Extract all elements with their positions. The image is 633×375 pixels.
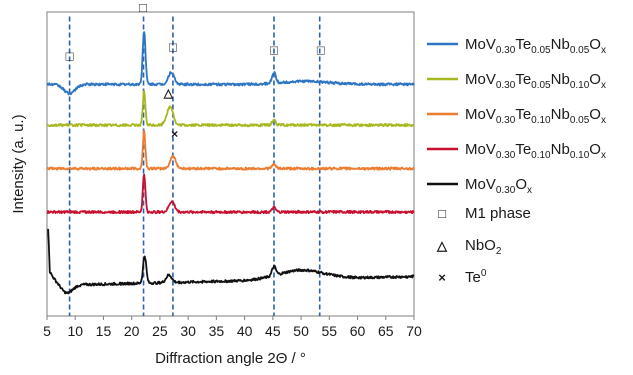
legend-entry-part: MoV	[465, 71, 496, 88]
phase-marker: □	[169, 40, 177, 55]
x-tick-label: 70	[406, 323, 422, 339]
legend-symbol-label-part: 0	[481, 268, 487, 279]
x-tick-label: 10	[67, 323, 83, 339]
plot-area	[46, 11, 415, 317]
legend-entry-part: Nb	[551, 36, 570, 53]
legend-symbol-label-part: NbO	[465, 237, 496, 254]
legend-symbol: △	[436, 238, 448, 253]
legend-entry-part: Nb	[551, 141, 570, 158]
legend-entry-part: 0.10	[570, 80, 590, 91]
x-axis: 5 10 15 20 25 30 35 40 45 50 55 60 65 70	[43, 316, 422, 339]
legend-entry: MoV0.30Ox	[465, 176, 532, 196]
legend-entry-part: x	[601, 80, 606, 91]
legend-entry-part: O	[589, 106, 601, 123]
legend-entry-part: 0.10	[531, 150, 551, 161]
legend-entry-part: 0.05	[531, 80, 551, 91]
legend-symbol-label-part: 2	[496, 246, 502, 257]
phase-marker: □	[66, 49, 74, 64]
legend-entry-part: MoV	[465, 176, 496, 193]
phase-marker: □	[139, 0, 147, 15]
legend-symbol-label: M1 phase	[465, 205, 531, 222]
legend-entry-part: 0.30	[496, 80, 516, 91]
x-tick-label: 60	[350, 323, 366, 339]
x-tick-label: 40	[237, 323, 253, 339]
legend-entry-part: x	[601, 45, 606, 56]
phase-markers: □ □ □ □ □ △ ×	[66, 0, 325, 141]
plot-frame	[46, 11, 415, 317]
series-line-2	[46, 89, 415, 128]
legend-entry-part: 0.05	[570, 45, 590, 56]
legend-entry-part: 0.30	[496, 115, 516, 126]
legend-entry-part: Nb	[551, 71, 570, 88]
legend: MoV0.30Te0.05Nb0.05OxMoV0.30Te0.05Nb0.10…	[427, 36, 606, 286]
x-tick-label: 30	[180, 323, 196, 339]
series-line-5	[47, 228, 415, 295]
legend-entry-part: 0.05	[570, 115, 590, 126]
legend-entry: MoV0.30Te0.05Nb0.10Ox	[465, 71, 606, 91]
legend-entry-part: Te	[515, 106, 531, 123]
series-line-3	[46, 129, 415, 171]
legend-symbol-label-part: M1 phase	[465, 205, 531, 222]
legend-entry-part: MoV	[465, 106, 496, 123]
phase-marker: ×	[171, 127, 178, 141]
x-tick-label: 65	[378, 323, 394, 339]
legend-entry-part: 0.30	[496, 45, 516, 56]
legend-entry-part: 0.30	[496, 150, 516, 161]
legend-entry-part: MoV	[465, 141, 496, 158]
legend-entry-part: O	[589, 36, 601, 53]
legend-symbol-label: Te0	[465, 268, 487, 286]
legend-symbol: □	[438, 206, 446, 221]
legend-entry-part: O	[589, 141, 601, 158]
legend-entry-part: 0.30	[496, 185, 516, 196]
legend-entry-part: Te	[515, 71, 531, 88]
series-line-4	[46, 173, 415, 215]
legend-symbol: ×	[438, 270, 446, 285]
legend-entry-part: 0.05	[531, 45, 551, 56]
phase-marker: □	[317, 43, 325, 58]
phase-marker: □	[270, 43, 278, 58]
legend-entry: MoV0.30Te0.05Nb0.05Ox	[465, 36, 606, 56]
x-tick-label: 50	[293, 323, 309, 339]
legend-entry: MoV0.30Te0.10Nb0.10Ox	[465, 141, 606, 161]
series-line-1	[46, 31, 415, 96]
legend-entry-part: Te	[515, 36, 531, 53]
legend-symbol-label-part: Te	[465, 269, 481, 286]
legend-entry-part: Te	[515, 141, 531, 158]
x-tick-label: 5	[43, 323, 51, 339]
legend-entry-part: x	[601, 115, 606, 126]
x-tick-label: 25	[152, 323, 168, 339]
legend-entry-part: x	[527, 185, 532, 196]
legend-entry-part: O	[515, 176, 527, 193]
series-layer	[46, 31, 415, 295]
y-axis-title: Intensity (a. u.)	[10, 114, 27, 213]
legend-entry-part: O	[589, 71, 601, 88]
x-tick-label: 35	[209, 323, 225, 339]
phase-marker: △	[163, 86, 174, 100]
legend-entry-part: Nb	[551, 106, 570, 123]
legend-entry-part: MoV	[465, 36, 496, 53]
legend-entry: MoV0.30Te0.10Nb0.05Ox	[465, 106, 606, 126]
legend-entry-part: x	[601, 150, 606, 161]
x-axis-title: Diffraction angle 2Θ / °	[155, 350, 306, 367]
legend-symbol-label: NbO2	[465, 237, 502, 257]
x-tick-label: 15	[96, 323, 112, 339]
reference-lines	[68, 16, 321, 316]
legend-entry-part: 0.10	[570, 150, 590, 161]
x-tick-label: 20	[124, 323, 140, 339]
legend-entry-part: 0.10	[531, 115, 551, 126]
x-tick-label: 55	[322, 323, 338, 339]
x-tick-label: 45	[265, 323, 281, 339]
